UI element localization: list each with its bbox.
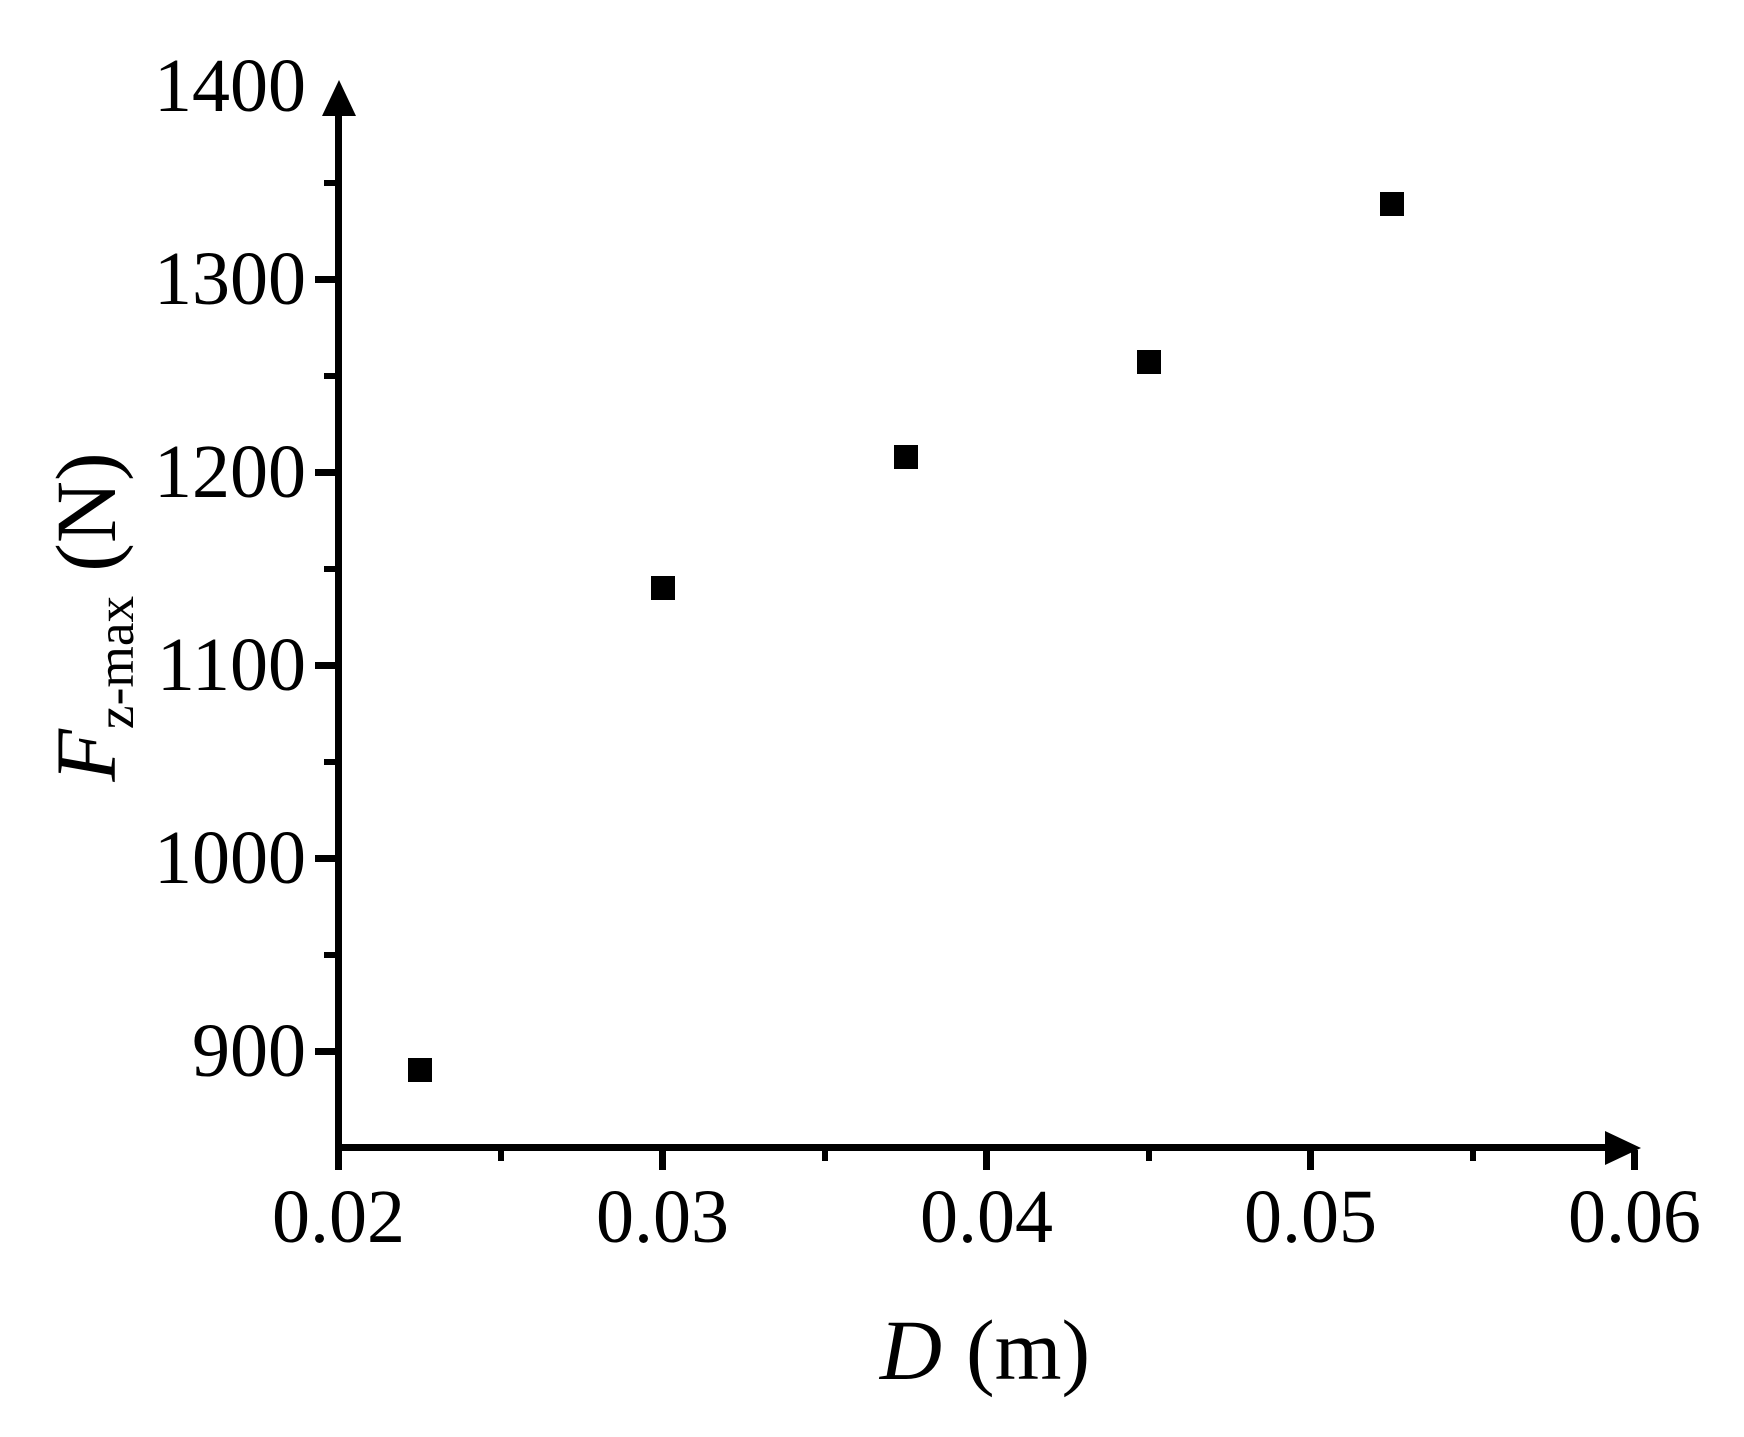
x-axis-line [335, 1144, 1612, 1151]
y-major-tick [315, 854, 335, 862]
y-axis-unit: (N) [38, 452, 134, 572]
y-axis-variable: F [38, 729, 134, 782]
y-major-tick [315, 275, 335, 283]
x-axis-title: D (m) [880, 1307, 1090, 1393]
y-major-tick [315, 468, 335, 476]
y-minor-tick [324, 179, 335, 186]
x-major-tick [659, 1150, 666, 1170]
x-major-tick [1307, 1150, 1314, 1170]
x-major-tick [1631, 1150, 1638, 1170]
x-minor-tick [1145, 1150, 1152, 1161]
data-point [650, 575, 675, 600]
x-tick-label: 0.04 [920, 1175, 1053, 1259]
x-tick-label: 0.05 [1244, 1175, 1377, 1259]
y-minor-tick [324, 951, 335, 958]
x-tick-label: 0.02 [272, 1175, 405, 1259]
x-minor-tick [1469, 1150, 1476, 1161]
data-point [407, 1058, 432, 1083]
x-tick-label: 0.06 [1568, 1175, 1701, 1259]
data-point [893, 444, 918, 469]
x-tick-label: 0.03 [596, 1175, 729, 1259]
y-tick-label: 1100 [156, 623, 306, 707]
data-point [1379, 191, 1404, 216]
y-axis-arrow-icon [321, 80, 356, 116]
y-axis-subscript: z-max [85, 595, 146, 730]
y-axis-title: Fz-max (N) [38, 452, 145, 781]
x-axis-unit: (m) [966, 1302, 1091, 1398]
y-minor-tick [324, 565, 335, 572]
y-tick-label: 1000 [154, 816, 306, 900]
y-minor-tick [324, 372, 335, 379]
x-minor-tick [821, 1150, 828, 1161]
y-major-tick [315, 661, 335, 669]
y-major-tick [315, 1047, 335, 1055]
x-major-tick [983, 1150, 990, 1170]
y-minor-tick [324, 758, 335, 765]
y-tick-label: 900 [192, 1009, 306, 1093]
y-tick-label: 1400 [154, 44, 306, 128]
x-axis-variable: D [879, 1302, 942, 1398]
y-tick-label: 1200 [154, 430, 306, 514]
data-point [1136, 349, 1161, 374]
y-axis-line [335, 96, 342, 1151]
x-minor-tick [497, 1150, 504, 1161]
y-tick-label: 1300 [154, 237, 306, 321]
x-major-tick [335, 1150, 342, 1170]
